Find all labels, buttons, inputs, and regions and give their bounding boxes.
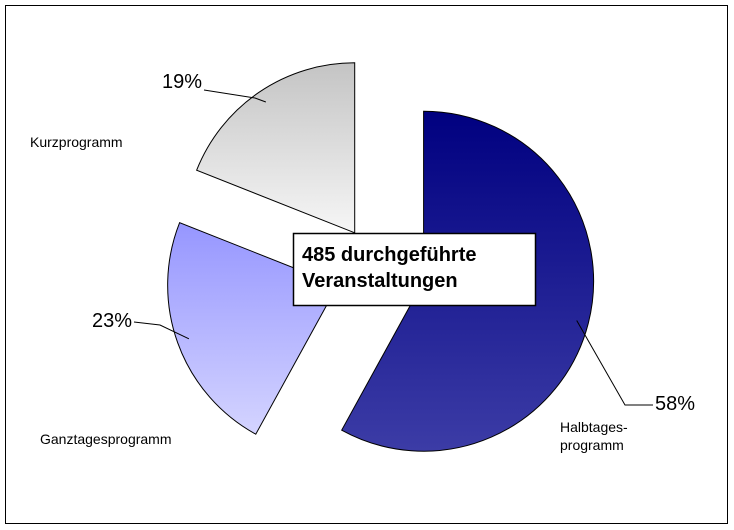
category-label: Ganztagesprogramm xyxy=(40,431,172,447)
leader-line xyxy=(133,321,190,340)
leader-line xyxy=(576,320,653,406)
category-label: Kurzprogramm xyxy=(30,134,123,150)
value-label: 23% xyxy=(92,310,132,332)
annotation-box xyxy=(292,232,537,307)
annotation: 485 durchgeführte Veranstaltungen xyxy=(302,244,476,292)
category-label: Halbtages-programm xyxy=(560,419,628,453)
pie-slice xyxy=(195,62,356,234)
leader-line xyxy=(203,89,267,103)
value-label: 58% xyxy=(655,393,695,415)
value-label: 19% xyxy=(162,71,202,93)
